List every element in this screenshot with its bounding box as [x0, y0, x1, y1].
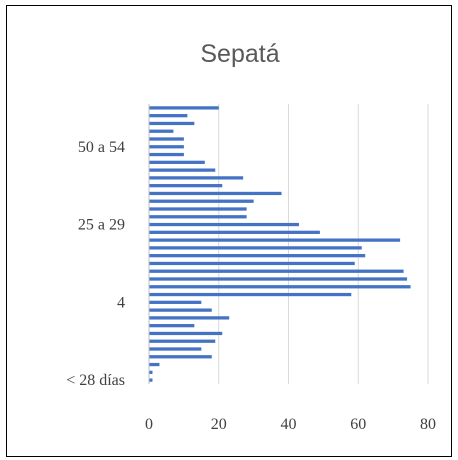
bar: [149, 324, 195, 328]
bar: [149, 160, 205, 164]
bar: [149, 254, 366, 258]
bar: [149, 316, 230, 320]
bar: [149, 378, 153, 382]
bar: [149, 370, 153, 374]
chart-title: Sepatá: [200, 40, 279, 68]
bar: [149, 308, 212, 312]
bar: [149, 331, 223, 336]
bar: [149, 106, 219, 110]
bar: [149, 339, 216, 343]
bar: [149, 285, 411, 289]
bar: [149, 261, 355, 266]
bar: [149, 168, 216, 172]
bar: [149, 152, 184, 157]
y-tick-label: 25 a 29: [78, 217, 125, 234]
x-tick-label: 0: [145, 416, 153, 433]
x-tick-label: 20: [211, 416, 227, 433]
bar: [149, 238, 401, 242]
bar: [149, 191, 282, 196]
x-tick-label: 40: [281, 416, 297, 433]
y-tick-label: 4: [117, 294, 125, 311]
bar: [149, 145, 184, 149]
bar: [149, 230, 320, 234]
bar: [149, 184, 223, 188]
x-tick-label: 60: [350, 416, 366, 433]
x-tick-label: 80: [420, 416, 436, 433]
bar: [149, 355, 212, 359]
grid-lines: [218, 104, 429, 384]
bar: [149, 137, 184, 141]
bar: [149, 292, 352, 297]
y-tick-label: 50 a 54: [78, 139, 125, 156]
bar: [149, 277, 408, 281]
bar: [149, 129, 174, 133]
bar: [149, 246, 362, 250]
bar: [149, 215, 247, 219]
bar: [149, 222, 299, 227]
bar: [149, 300, 202, 304]
bar: [149, 199, 254, 203]
bar: [149, 114, 188, 118]
bar: [149, 207, 247, 211]
y-tick-labels: < 28 días 4 25 a 29 50 a 54: [66, 139, 125, 389]
x-tick-labels: 0 20 40 60 80: [145, 416, 436, 433]
bar: [149, 362, 160, 367]
bar: [149, 176, 244, 180]
bars: [149, 106, 411, 382]
bar: [149, 121, 195, 126]
bar: [149, 347, 202, 351]
bar: [149, 269, 404, 273]
y-tick-label: < 28 días: [66, 372, 125, 389]
